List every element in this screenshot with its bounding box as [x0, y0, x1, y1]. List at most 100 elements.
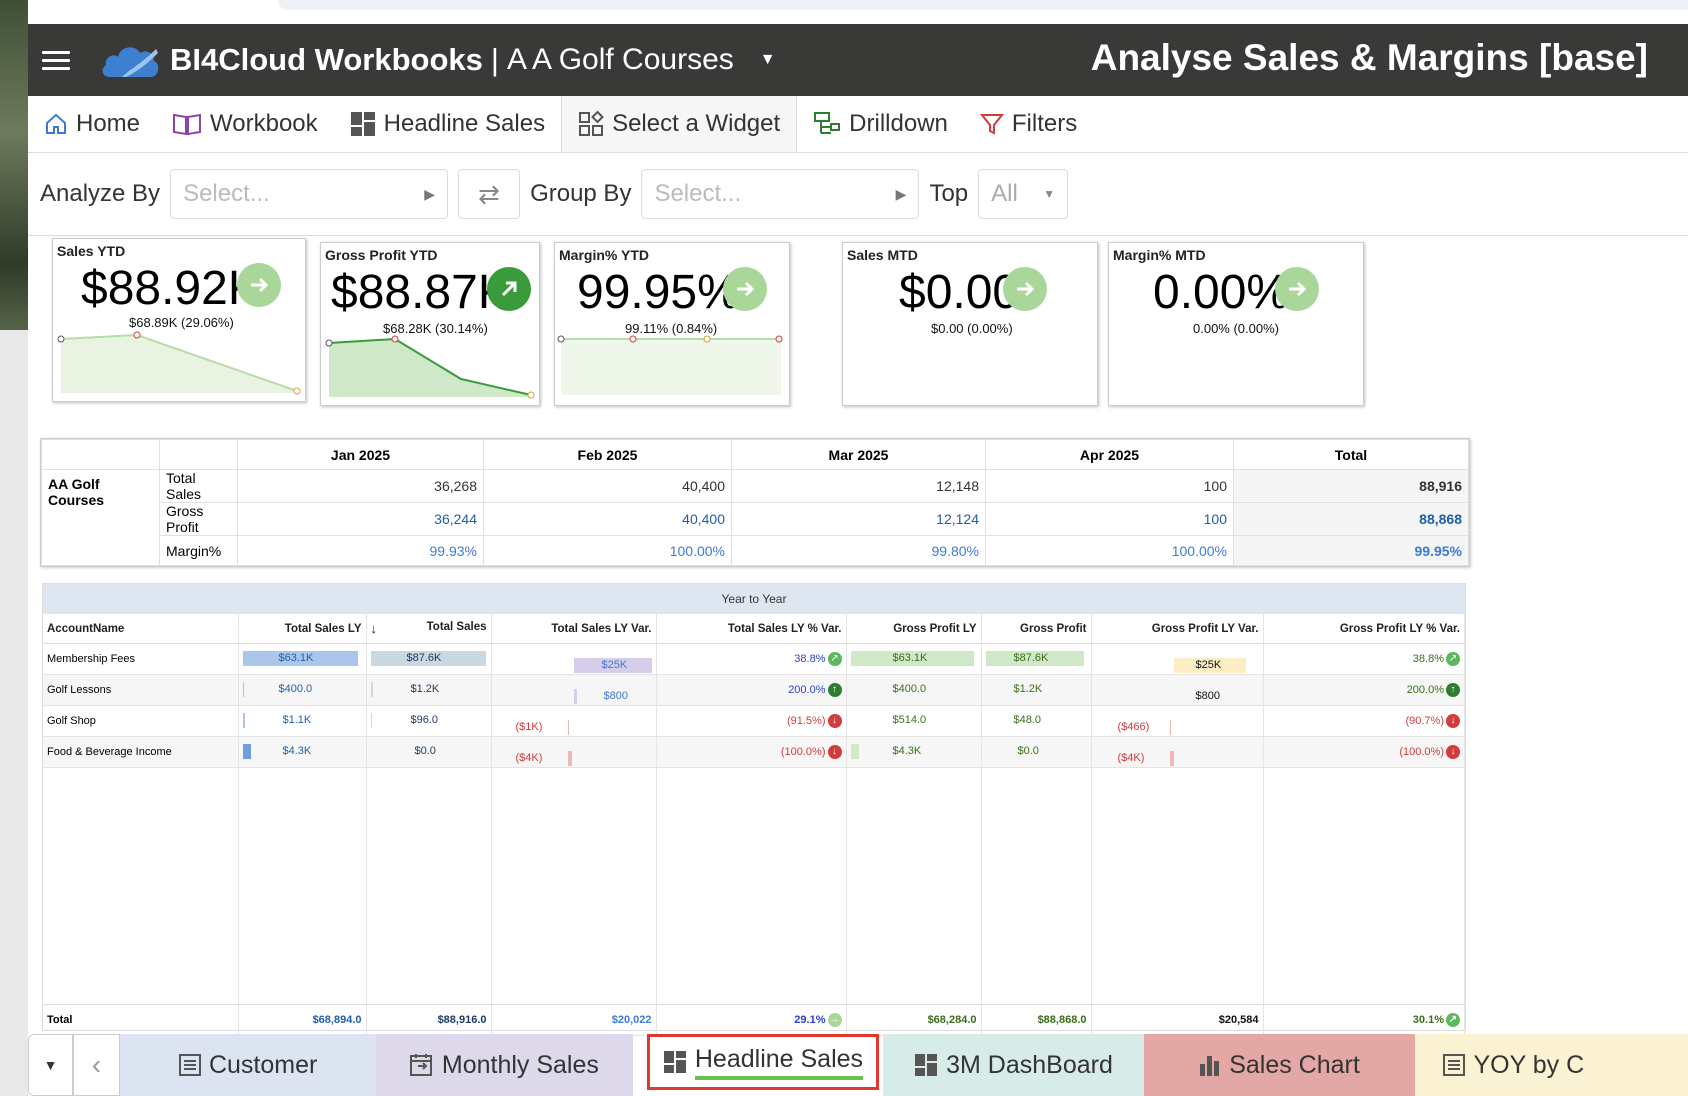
col-header[interactable]: ↓ Total Sales — [366, 614, 492, 644]
dashboard-icon — [350, 111, 376, 137]
col-header[interactable]: AccountName — [43, 614, 239, 644]
menu-workbook[interactable]: Workbook — [156, 96, 334, 152]
tab-3m-dashboard[interactable]: 3M DashBoard — [883, 1034, 1144, 1096]
pivot-cell[interactable]: 100.00% — [985, 535, 1234, 566]
pivot-row: Gross Profit 36,244 40,400 12,124 100 88… — [42, 502, 1469, 536]
kpi-card-margin-ytd[interactable]: Margin% YTD 99.95% 99.11% (0.84%) — [554, 242, 790, 406]
analyze-by-select[interactable]: Select... ▶ — [170, 169, 449, 219]
pivot-cell[interactable]: 40,400 — [483, 502, 732, 536]
app-window: BI4Cloud Workbooks | A A Golf Courses ▼ … — [28, 0, 1688, 1096]
kpi-value: 99.95% — [577, 266, 740, 319]
tabs-prev-icon[interactable]: ‹ — [73, 1034, 121, 1096]
pivot-total-cell[interactable]: 99.95% — [1233, 535, 1469, 566]
tab-sales-chart-label: Sales Chart — [1229, 1050, 1360, 1079]
cell-value: $514.0 — [892, 714, 927, 726]
pivot-cell[interactable]: 100 — [985, 502, 1234, 536]
menu-filters[interactable]: Filters — [964, 96, 1093, 152]
trend-right-icon — [723, 267, 767, 311]
cell-value: $25K — [1195, 659, 1222, 671]
bar-sales-var — [573, 658, 652, 673]
caret-right-icon: ▶ — [424, 185, 436, 202]
kpi-card-sales-mtd[interactable]: Sales MTD $0.00 $0.00 (0.00%) — [842, 242, 1098, 406]
col-header[interactable]: Gross Profit — [981, 614, 1092, 644]
chevron-down-icon[interactable]: ▼ — [759, 51, 776, 68]
pivot-col-header: Apr 2025 — [985, 439, 1234, 470]
brand-name: BI4Cloud Workbooks — [170, 42, 483, 77]
tab-headline-sales-label: Headline Sales — [694, 1045, 864, 1080]
pivot-cell[interactable]: 40,400 — [483, 469, 732, 503]
pivot-total-cell[interactable]: 88,916 — [1233, 469, 1469, 503]
caret-right-icon: ▶ — [895, 185, 907, 202]
pivot-cell[interactable]: 36,244 — [237, 502, 484, 536]
trend-up-icon: ↑ — [827, 683, 842, 697]
kpi-subtext: $0.00 (0.00%) — [931, 321, 1013, 336]
cell-value: $400.0 — [892, 683, 927, 695]
sparkline-margin-ytd — [557, 335, 783, 395]
pivot-cell[interactable]: 12,124 — [731, 502, 986, 536]
analyze-by-placeholder: Select... — [183, 180, 270, 207]
cell-value: (100.0%) — [780, 745, 826, 758]
pivot-cell[interactable]: 100 — [985, 469, 1234, 503]
org-name[interactable]: A A Golf Courses — [506, 43, 734, 76]
pivot-cell[interactable]: 36,268 — [237, 469, 484, 503]
kpi-value: $88.87K — [331, 266, 510, 319]
kpi-value: 0.00% — [1153, 266, 1290, 319]
col-header[interactable]: Gross Profit LY % Var. — [1263, 614, 1465, 644]
menu-drilldown[interactable]: Drilldown — [797, 96, 964, 152]
group-by-select[interactable]: Select... ▶ — [641, 169, 920, 219]
table-row[interactable]: Golf Lessons $400.0 $1.2K $800 200.0% ↑ $… — [43, 674, 1465, 706]
sort-down-icon[interactable]: ↓ — [370, 621, 378, 636]
kpi-card-margin-mtd[interactable]: Margin% MTD 0.00% 0.00% (0.00%) — [1108, 242, 1364, 406]
tabs-dropdown-icon[interactable]: ▼ — [28, 1034, 74, 1096]
kpi-card-sales-ytd[interactable]: Sales YTD $88.92K $68.89K (29.06%) — [52, 238, 306, 402]
tab-sales-chart[interactable]: Sales Chart — [1143, 1034, 1416, 1096]
total-value: $68,894.0 — [238, 1004, 367, 1036]
pivot-row: Margin% 99.93% 100.00% 99.80% 100.00% 99… — [42, 535, 1469, 566]
tab-customer-label: Customer — [208, 1050, 318, 1079]
menu-select-widget[interactable]: Select a Widget — [561, 96, 798, 152]
table-row[interactable]: Food & Beverage Income $4.3K $0.0 ($4K) … — [43, 736, 1465, 768]
table-row[interactable]: Membership Fees $63.1K $87.6K $25K 38.8%… — [43, 643, 1465, 675]
hamburger-menu-icon[interactable] — [42, 46, 70, 75]
pivot-cell[interactable]: 99.80% — [731, 535, 986, 566]
col-header[interactable]: Gross Profit LY — [846, 614, 982, 644]
cell-value: ($4K) — [515, 752, 543, 764]
tab-customer[interactable]: Customer — [120, 1034, 377, 1096]
kpi-card-gross-profit-ytd[interactable]: Gross Profit YTD $88.87K $68.28K (30.14%… — [320, 242, 540, 406]
col-header[interactable]: Total Sales LY % Var. — [656, 614, 847, 644]
bar-sales-ly — [242, 744, 251, 759]
cell-value: $96.0 — [410, 714, 439, 726]
menu-headline-sales[interactable]: Headline Sales — [334, 96, 561, 152]
cell-value: (91.5%) — [786, 714, 826, 727]
tab-yoy[interactable]: YOY by C — [1415, 1034, 1688, 1096]
col-header[interactable]: Total Sales LY Var. — [491, 614, 657, 644]
pivot-total-cell[interactable]: 88,868 — [1233, 502, 1469, 536]
book-icon — [172, 112, 202, 136]
tab-monthly-sales[interactable]: Monthly Sales — [376, 1034, 633, 1096]
kpi-title: Sales YTD — [57, 243, 126, 259]
total-value: $20,022 — [491, 1004, 657, 1036]
pivot-row-label: Gross Profit — [159, 502, 238, 536]
calendar-icon — [409, 1053, 434, 1077]
menu-workbook-label: Workbook — [210, 110, 318, 137]
col-header[interactable]: Gross Profit LY Var. — [1091, 614, 1264, 644]
pivot-cell[interactable]: 12,148 — [731, 469, 986, 503]
kpi-value: $0.00 — [899, 266, 1020, 319]
home-icon — [44, 112, 68, 136]
tab-headline-sales[interactable]: Headline Sales — [646, 1034, 880, 1090]
top-select[interactable]: All ▼ — [978, 169, 1069, 219]
totals-label: Total — [43, 1004, 239, 1036]
swap-icon[interactable]: ⇄ — [458, 169, 521, 219]
pivot-cell[interactable]: 100.00% — [483, 535, 732, 566]
table-row[interactable]: Golf Shop $1.1K $96.0 ($1K) (91.5%) ↓ $51… — [43, 705, 1465, 737]
pivot-col-header: Total — [1233, 439, 1469, 470]
trend-right-icon — [237, 263, 281, 307]
list-icon — [1443, 1054, 1466, 1076]
col-header[interactable]: Total Sales LY — [238, 614, 367, 644]
menu-headline-sales-label: Headline Sales — [383, 110, 546, 137]
total-value: $88,916.0 — [366, 1004, 492, 1036]
pivot-cell[interactable]: 99.93% — [237, 535, 484, 566]
pivot-row: AA Golf Courses Total Sales 36,268 40,40… — [41, 469, 1469, 566]
kpi-subtext: $68.89K (29.06%) — [129, 315, 234, 330]
menu-home[interactable]: Home — [28, 96, 156, 152]
